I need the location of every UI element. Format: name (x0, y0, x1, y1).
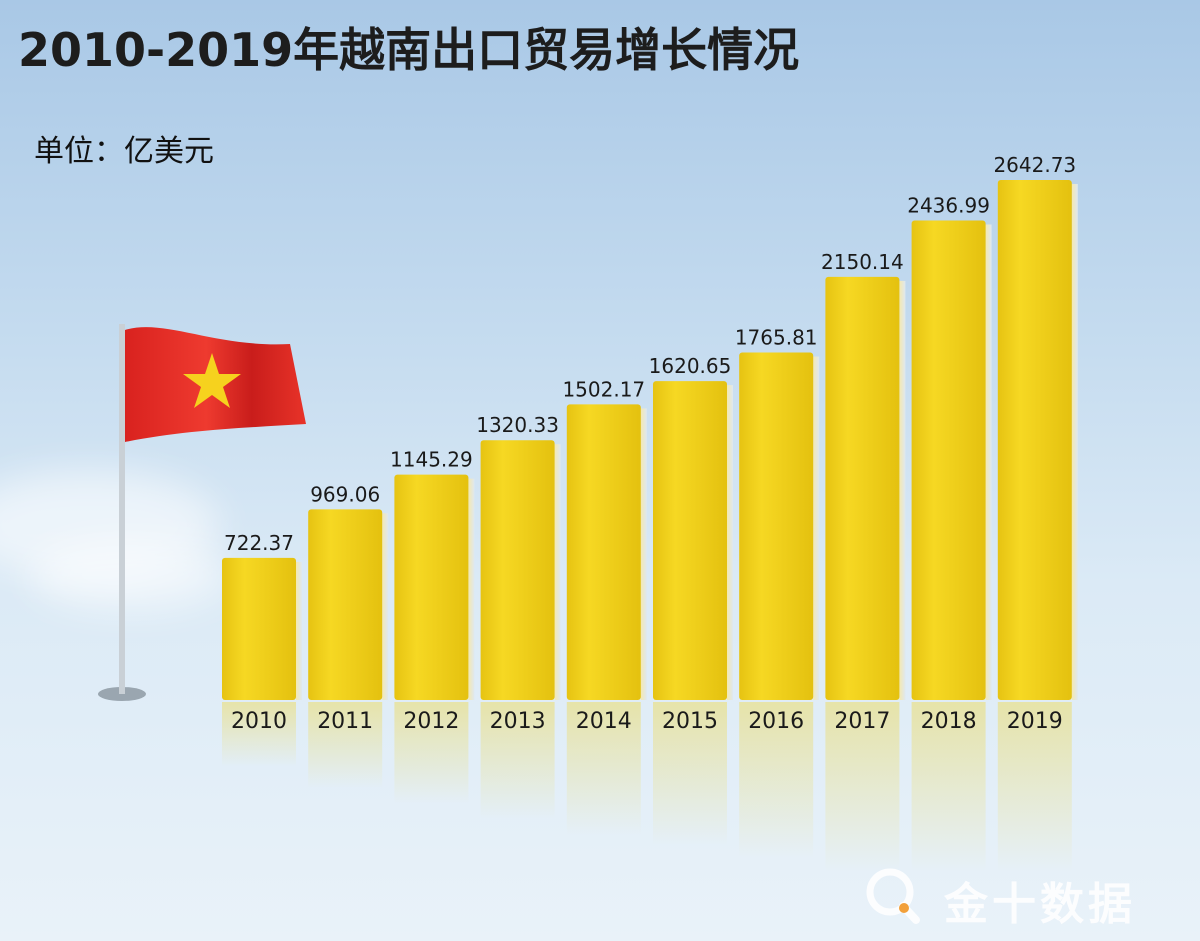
bar-reflection-2018 (911, 702, 986, 872)
value-label-2013: 1320.33 (476, 413, 559, 437)
value-label-2019: 2642.73 (993, 153, 1076, 177)
tick-label-2015: 2015 (662, 709, 718, 734)
bar-side-2012 (468, 478, 475, 700)
bar-2015 (653, 381, 727, 700)
value-label-2010: 722.37 (224, 531, 294, 555)
bar-reflection-2019 (997, 702, 1072, 872)
bar-reflection-2015 (653, 702, 727, 846)
tick-label-2019: 2019 (1007, 709, 1063, 734)
bar-side-2011 (382, 513, 389, 700)
bar-2011 (308, 509, 383, 700)
bar-2012 (394, 474, 469, 700)
bar-side-2017 (899, 280, 906, 700)
bar-reflection-2011 (308, 702, 383, 788)
tick-label-2014: 2014 (576, 709, 632, 734)
bar-reflection-2010 (222, 702, 296, 766)
bar-2014 (566, 404, 641, 700)
value-label-2014: 1502.17 (562, 377, 645, 401)
vietnam-flag (98, 324, 306, 701)
bar-2019 (997, 180, 1072, 700)
value-label-2015: 1620.65 (649, 354, 732, 378)
bar-reflection-2013 (480, 702, 555, 819)
cloud-mid (30, 540, 230, 610)
tick-label-2010: 2010 (231, 709, 287, 734)
bars-layer: 722.37 2010 969.06 2011 1145.29 2012 1320.33 20… (222, 153, 1078, 872)
bar-side-2018 (985, 224, 992, 701)
flag-pole (119, 324, 125, 694)
bar-2018 (911, 220, 986, 701)
bar-2010 (222, 557, 296, 700)
value-label-2018: 2436.99 (907, 193, 990, 217)
value-label-2011: 969.06 (310, 482, 380, 506)
watermark-logo: 金十数据 (860, 862, 1180, 930)
tick-label-2012: 2012 (403, 709, 459, 734)
tick-label-2013: 2013 (490, 709, 546, 734)
bar-reflection-2016 (739, 702, 814, 859)
bar-side-2010 (296, 561, 302, 700)
chart-title: 2010-2019年越南出口贸易增长情况 (18, 23, 800, 77)
bar-side-2013 (554, 444, 561, 700)
bar-reflection-2014 (566, 702, 641, 836)
bar-side-2019 (1071, 184, 1078, 700)
flag-star-icon (183, 353, 241, 408)
q-search-logo-icon (866, 868, 920, 924)
value-label-2012: 1145.29 (390, 448, 473, 472)
watermark-text: 金十数据 (944, 879, 1136, 930)
tick-label-2016: 2016 (748, 709, 804, 734)
value-label-2017: 2150.14 (821, 250, 904, 274)
bar-2017 (825, 276, 900, 700)
bar-2013 (480, 440, 555, 700)
tick-label-2018: 2018 (921, 709, 977, 734)
bar-reflection-2012 (394, 702, 469, 804)
unit-label: 单位：亿美元 (34, 134, 214, 169)
tick-label-2017: 2017 (834, 709, 890, 734)
value-label-2016: 1765.81 (735, 326, 818, 350)
bar-side-2016 (813, 356, 820, 700)
bar-side-2015 (727, 385, 733, 700)
bar-side-2014 (640, 408, 647, 700)
tick-label-2011: 2011 (317, 709, 373, 734)
bar-reflection-2017 (825, 702, 900, 872)
bar-2016 (739, 352, 814, 700)
